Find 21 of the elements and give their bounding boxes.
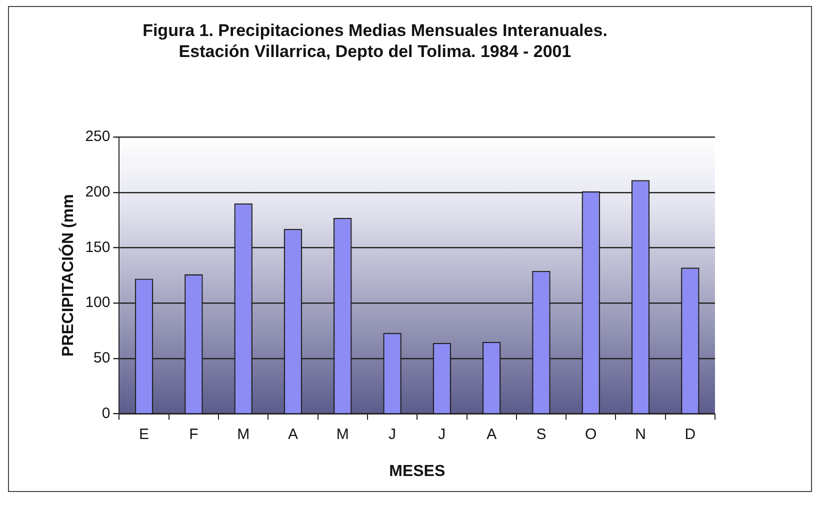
x-tick-label: J bbox=[438, 426, 446, 443]
y-tick-label: 0 bbox=[102, 404, 110, 422]
x-axis-title: MESES bbox=[389, 462, 446, 480]
y-tick-label: 250 bbox=[85, 128, 110, 146]
y-tick-label: 100 bbox=[85, 294, 110, 312]
x-tick-label: N bbox=[635, 426, 646, 443]
y-axis-title: PRECIPITACIÓN (mm bbox=[58, 194, 78, 357]
y-tick-label: 200 bbox=[85, 184, 110, 200]
x-tick-label: E bbox=[139, 426, 150, 443]
chart-title: Figura 1. Precipitaciones Medias Mensuales Interanuales. Estación Villarrica, Depto del Tolima. 1984 - 2001 bbox=[142, 20, 608, 62]
x-tick-label: F bbox=[189, 426, 198, 443]
y-tick-label: 150 bbox=[85, 238, 110, 256]
x-tick-label: M bbox=[237, 426, 250, 443]
x-tick-label: O bbox=[585, 426, 597, 443]
x-tick-label: M bbox=[336, 426, 349, 443]
x-tick-label: A bbox=[486, 426, 497, 443]
x-tick-label: D bbox=[684, 426, 696, 443]
x-tick-label: S bbox=[536, 426, 546, 443]
x-tick-label: J bbox=[388, 426, 396, 443]
y-tick-label: 50 bbox=[94, 350, 110, 367]
x-tick-label: A bbox=[288, 426, 298, 443]
